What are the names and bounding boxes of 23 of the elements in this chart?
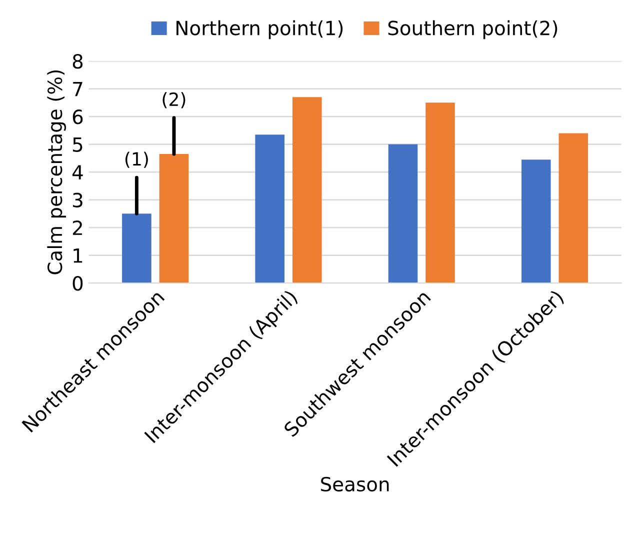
y-tick-label: 0	[72, 276, 83, 291]
x-axis-title: Season	[321, 476, 389, 492]
bar	[255, 134, 284, 284]
bar	[388, 144, 418, 284]
legend-label: Southern point(2)	[388, 20, 558, 40]
bar	[521, 160, 551, 284]
y-tick-label: 3	[73, 192, 82, 208]
bar	[122, 214, 152, 284]
y-tick-label: 5	[73, 138, 82, 152]
y-tick-label: 8	[72, 54, 83, 69]
y-tick-label: 6	[72, 110, 83, 124]
bar	[159, 154, 189, 284]
y-axis-title: Calm percentage (%)	[47, 70, 66, 274]
y-tick-label: 4	[72, 165, 83, 180]
bar	[292, 97, 322, 284]
y-tick-label: 1	[74, 248, 82, 263]
bar	[558, 133, 588, 284]
bar	[426, 102, 455, 284]
legend-label: Northern point(1)	[176, 20, 343, 40]
annotation: (1)	[125, 152, 148, 168]
annotation: (2)	[162, 92, 186, 108]
y-tick-label: 7	[73, 82, 82, 96]
y-tick-label: 2	[72, 220, 82, 235]
